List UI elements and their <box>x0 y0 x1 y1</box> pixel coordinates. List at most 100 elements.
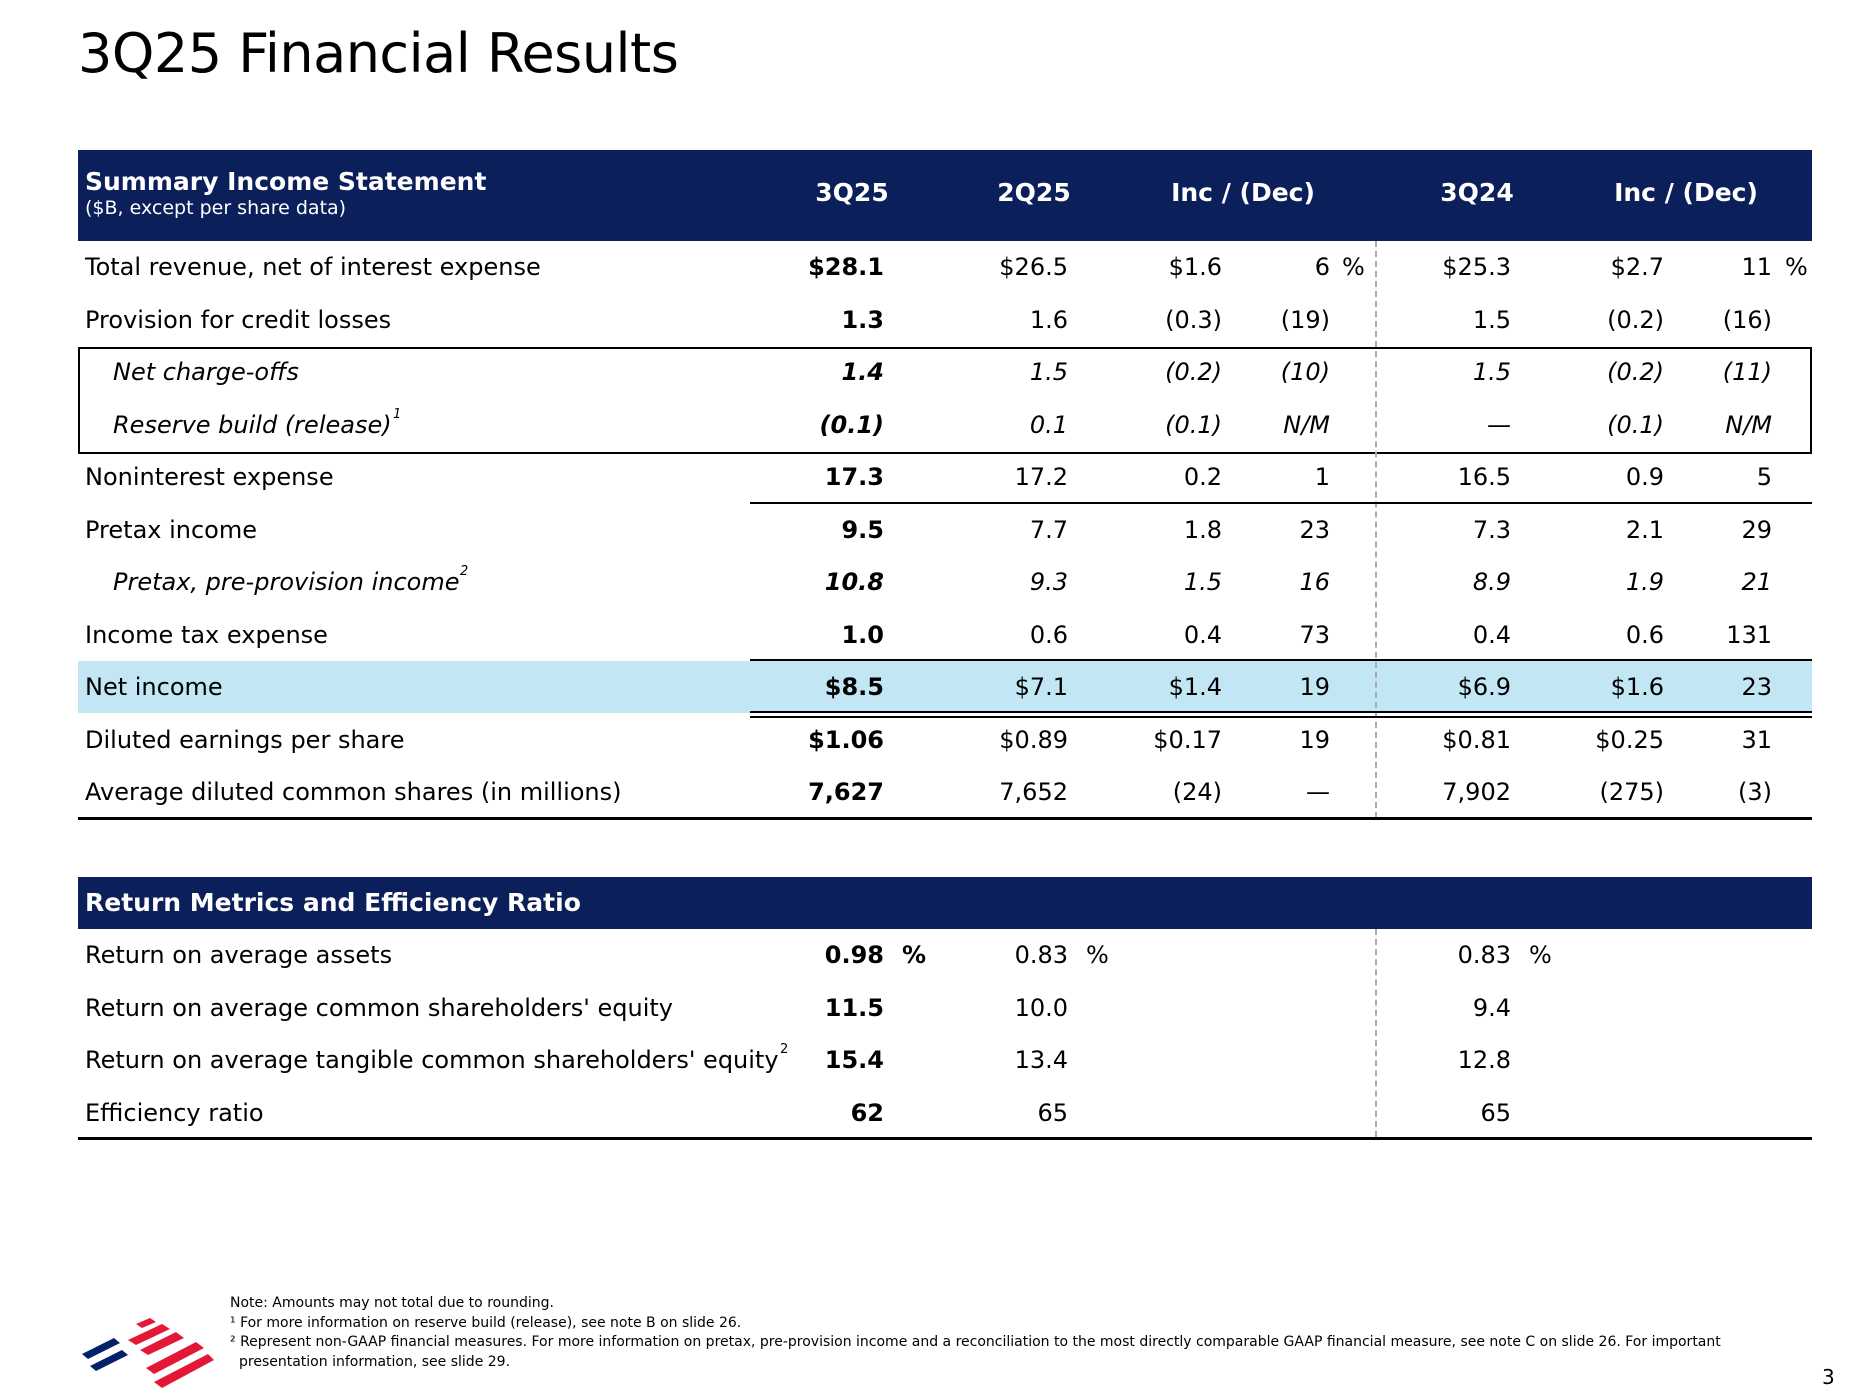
value-cell: 10.8 <box>824 568 884 596</box>
value-cell: 19 <box>1299 673 1330 701</box>
table-row: Provision for credit losses 1.3 1.6 (0.3) (1… <box>78 294 1812 346</box>
value-cell: 23 <box>1299 515 1330 544</box>
rule <box>78 1137 1812 1140</box>
value-cell: (11) <box>1722 358 1772 386</box>
row-label: Efficiency ratio <box>85 1098 264 1127</box>
row-label: Total revenue, net of interest expense <box>85 253 541 281</box>
value-cell: $0.89 <box>999 725 1068 754</box>
rule <box>78 817 1812 820</box>
value-cell: 9.4 <box>1472 993 1511 1022</box>
rule <box>750 502 1812 504</box>
credit-losses-detail-box <box>78 347 1812 454</box>
value-cell: 16.5 <box>1457 463 1511 491</box>
value-cell: (0.1) <box>1607 410 1664 439</box>
footnote-2-cont: presentation information, see slide 29. <box>239 1353 511 1370</box>
value-cell: — <box>1306 778 1330 806</box>
value-cell: (24) <box>1172 778 1222 806</box>
value-cell: 0.6 <box>1625 620 1664 649</box>
value-cell: 21 <box>1741 568 1772 596</box>
footnote-ref: 2 <box>780 1042 789 1057</box>
value-cell: $7.1 <box>1014 673 1068 701</box>
table-row: Return on average assets 0.98% 0.83% 0.83% <box>78 929 1812 981</box>
row-label: Pretax income <box>85 515 258 544</box>
table-row: Average diluted common shares (in millio… <box>78 766 1812 818</box>
value-cell: $1.06 <box>808 725 884 754</box>
return-metrics-header: Return Metrics and Efficiency Ratio <box>78 877 1812 929</box>
row-label: Average diluted common shares (in millio… <box>85 778 622 806</box>
table-row: Pretax, pre-provision income 2 10.8 9.3 1.5 1… <box>78 556 1812 608</box>
value-cell: 11 <box>1741 253 1772 281</box>
return-header-title: Return Metrics and Efficiency Ratio <box>85 888 581 917</box>
value-cell: 73 <box>1299 620 1330 649</box>
page-number: 3 <box>1822 1365 1835 1389</box>
value-cell: 0.4 <box>1183 620 1222 649</box>
table-row: Efficiency ratio 62 65 65 <box>78 1087 1812 1139</box>
value-cell: 1.3 <box>841 305 884 334</box>
value-cell: 12.8 <box>1457 1046 1511 1074</box>
col-2q25: 2Q25 <box>997 178 1071 207</box>
value-cell: 6 <box>1314 253 1330 281</box>
value-cell: $0.25 <box>1595 725 1664 754</box>
value-cell: 29 <box>1741 515 1772 544</box>
value-cell: 1.5 <box>1472 305 1511 334</box>
value-cell: 0.83 <box>1014 941 1068 969</box>
row-label: Noninterest expense <box>85 463 334 491</box>
row-label: Provision for credit losses <box>85 305 392 334</box>
value-cell: 1.0 <box>841 620 884 649</box>
rounding-note: Note: Amounts may not total due to round… <box>230 1295 554 1311</box>
value-cell: $1.4 <box>1168 673 1222 701</box>
value-cell: 31 <box>1741 725 1772 754</box>
footnote-ref: 1 <box>393 406 402 422</box>
value-cell: $1.6 <box>1168 253 1222 281</box>
footnote-ref: 2 <box>460 564 469 579</box>
col-3q25: 3Q25 <box>815 178 889 207</box>
value-cell: 8.9 <box>1472 568 1511 596</box>
value-cell: N/M <box>1725 410 1772 439</box>
footnote-2: ² Represent non-GAAP financial measures.… <box>230 1334 1721 1350</box>
value-cell: 0.98 <box>824 941 884 969</box>
value-cell: $1.6 <box>1610 673 1664 701</box>
table-row: Return on average common shareholders' e… <box>78 982 1812 1034</box>
value-cell: (3) <box>1738 778 1772 806</box>
footnote-1: ¹ For more information on reserve build … <box>230 1314 742 1331</box>
value-cell: 13.4 <box>1014 1046 1068 1074</box>
value-cell: (16) <box>1722 305 1772 334</box>
row-label: Net income <box>85 673 223 701</box>
value-cell: (0.2) <box>1165 358 1222 386</box>
value-cell: (275) <box>1599 778 1664 806</box>
value-cell: $6.9 <box>1457 673 1511 701</box>
dashed-divider <box>1375 241 1377 818</box>
income-statement-header: Summary Income Statement ($B, except per… <box>78 150 1812 241</box>
value-cell: 7,902 <box>1442 778 1511 806</box>
value-cell: $28.1 <box>808 253 884 281</box>
value-cell: 0.6 <box>1029 620 1068 649</box>
table-row: Income tax expense 1.0 0.6 0.4 73 0.4 0.6 131 <box>78 609 1812 661</box>
bank-logo <box>82 1318 214 1388</box>
dashed-divider <box>1375 929 1377 1137</box>
row-label: Net charge-offs <box>113 358 299 386</box>
row-label: Return on average assets <box>85 941 393 969</box>
value-cell: 1 <box>1314 463 1330 491</box>
value-cell: 0.2 <box>1183 463 1222 491</box>
value-cell: 62 <box>850 1098 884 1127</box>
table-row: Net income $8.5 $7.1 $1.4 19 $6.9 $1.6 23 <box>78 661 1812 713</box>
value-cell: 1.8 <box>1183 515 1222 544</box>
row-label: Diluted earnings per share <box>85 725 405 754</box>
col-3q24: 3Q24 <box>1440 178 1514 207</box>
value-cell: 19 <box>1299 725 1330 754</box>
income-header-title: Summary Income Statement <box>85 167 487 196</box>
value-cell: 9.3 <box>1029 568 1068 596</box>
value-cell: (0.1) <box>819 410 884 439</box>
rule <box>750 659 1812 661</box>
value-cell: (0.3) <box>1165 305 1222 334</box>
value-cell: $0.17 <box>1153 725 1222 754</box>
value-cell: 0.83 <box>1457 941 1511 969</box>
value-cell: 0.1 <box>1029 410 1068 439</box>
percent-sign: % <box>902 941 927 969</box>
row-label: Return on average common shareholders' e… <box>85 993 674 1022</box>
value-cell: 7,627 <box>808 778 884 806</box>
value-cell: 9.5 <box>841 515 884 544</box>
value-cell: 1.6 <box>1029 305 1068 334</box>
percent-sign: % <box>1342 253 1365 281</box>
value-cell: (0.2) <box>1607 305 1664 334</box>
